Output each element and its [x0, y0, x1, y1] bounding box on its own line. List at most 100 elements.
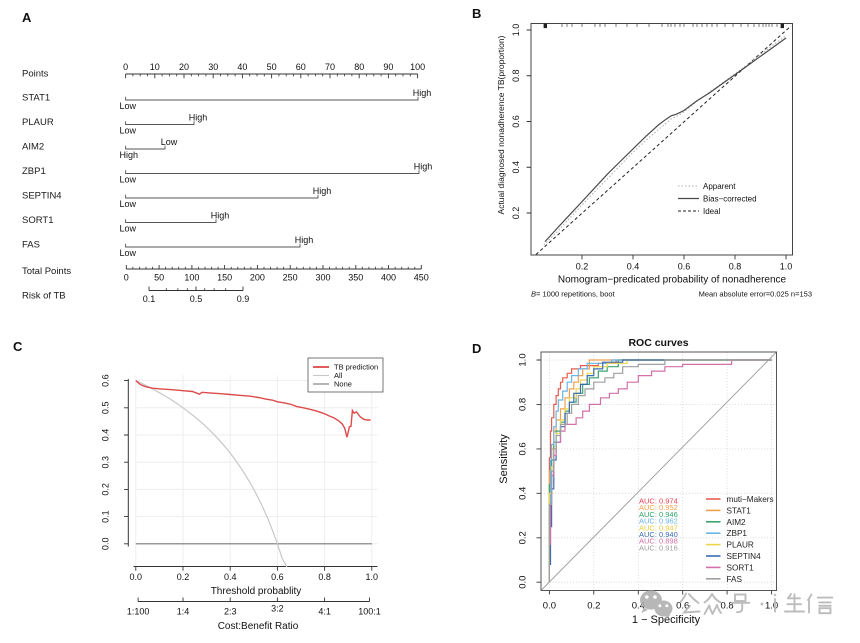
svg-text:80: 80 — [354, 62, 364, 72]
svg-text:60: 60 — [296, 62, 306, 72]
svg-text:High: High — [313, 186, 332, 196]
svg-text:STAT1: STAT1 — [727, 506, 752, 515]
svg-text:AUC: 0.974: AUC: 0.974 — [639, 497, 678, 506]
svg-text:AUC: 0.962: AUC: 0.962 — [639, 517, 678, 526]
svg-text:40: 40 — [237, 62, 247, 72]
svg-text:Risk of TB: Risk of TB — [22, 291, 66, 302]
svg-text:AUC: 0.952: AUC: 0.952 — [639, 503, 678, 512]
svg-text:0.6: 0.6 — [676, 601, 689, 612]
svg-text:B: B — [472, 6, 481, 21]
svg-text:0.6: 0.6 — [511, 115, 521, 128]
svg-text:400: 400 — [381, 273, 396, 283]
svg-text:250: 250 — [283, 273, 298, 283]
svg-text:2:3: 2:3 — [224, 607, 237, 617]
svg-text:1:4: 1:4 — [177, 607, 190, 617]
svg-text:0.8: 0.8 — [729, 262, 742, 272]
svg-text:Mean absolute error=0.025 n=15: Mean absolute error=0.025 n=153 — [699, 290, 812, 299]
svg-text:D: D — [472, 341, 481, 356]
svg-text:200: 200 — [250, 273, 265, 283]
svg-text:0.0: 0.0 — [130, 572, 143, 582]
svg-text:0.4: 0.4 — [224, 572, 237, 582]
svg-text:450: 450 — [414, 273, 429, 283]
svg-text:PLAUR: PLAUR — [727, 541, 754, 550]
svg-text:High: High — [414, 162, 433, 172]
svg-text:High: High — [295, 235, 314, 245]
svg-text:ZBP1: ZBP1 — [22, 166, 46, 177]
svg-text:STAT1: STAT1 — [22, 93, 50, 104]
svg-text:0.2: 0.2 — [101, 483, 111, 496]
svg-text:Low: Low — [120, 199, 137, 209]
svg-text:0.4: 0.4 — [511, 161, 521, 174]
svg-text:Total Points: Total Points — [22, 266, 71, 277]
svg-text:Sensitivity: Sensitivity — [498, 434, 510, 484]
svg-text:10: 10 — [150, 62, 160, 72]
svg-text:Apparent: Apparent — [703, 182, 736, 191]
svg-text:Low: Low — [120, 248, 137, 258]
svg-text:0.8: 0.8 — [720, 601, 733, 612]
svg-text:AIM2: AIM2 — [727, 518, 747, 527]
svg-text:30: 30 — [208, 62, 218, 72]
svg-text:0.0: 0.0 — [518, 576, 529, 589]
svg-text:0.6: 0.6 — [678, 262, 691, 272]
svg-text:0.1: 0.1 — [143, 294, 156, 304]
svg-text:AUC: 0.916: AUC: 0.916 — [639, 543, 678, 552]
svg-text:0: 0 — [124, 273, 129, 283]
svg-text:0.6: 0.6 — [101, 374, 111, 387]
svg-text:SEPTIN4: SEPTIN4 — [727, 552, 762, 561]
svg-text:AUC: 0.946: AUC: 0.946 — [639, 510, 678, 519]
svg-text:High: High — [189, 113, 208, 123]
svg-text:3:2: 3:2 — [271, 604, 284, 614]
svg-text:0.8: 0.8 — [511, 69, 521, 82]
svg-text:0.4: 0.4 — [101, 429, 111, 442]
svg-text:0.9: 0.9 — [237, 294, 250, 304]
svg-text:SORT1: SORT1 — [22, 215, 54, 226]
svg-text:150: 150 — [217, 273, 232, 283]
svg-text:1.0: 1.0 — [765, 601, 778, 612]
svg-text:High: High — [413, 88, 432, 98]
svg-text:None: None — [334, 380, 352, 389]
svg-text:1.0: 1.0 — [780, 262, 793, 272]
svg-text:0.3: 0.3 — [101, 456, 111, 469]
svg-text:High: High — [120, 150, 139, 160]
svg-text:100:1: 100:1 — [358, 607, 381, 617]
svg-text:Bias−corrected: Bias−corrected — [703, 194, 757, 203]
svg-text:Actual diagnosed nonadherence: Actual diagnosed nonadherence TB(proport… — [496, 35, 506, 214]
svg-text:PLAUR: PLAUR — [22, 117, 54, 128]
svg-text:All: All — [334, 371, 343, 380]
svg-text:0.8: 0.8 — [518, 398, 529, 411]
svg-text:0.4: 0.4 — [627, 262, 640, 272]
svg-text:ROC curves: ROC curves — [628, 337, 688, 349]
svg-text:1:100: 1:100 — [127, 607, 150, 617]
svg-text:SEPTIN4: SEPTIN4 — [22, 191, 62, 202]
svg-text:1 − Specificity: 1 − Specificity — [632, 614, 701, 626]
svg-text:4:1: 4:1 — [318, 607, 331, 617]
svg-text:0.1: 0.1 — [101, 510, 111, 523]
svg-text:50: 50 — [267, 62, 277, 72]
svg-text:0.2: 0.2 — [177, 572, 190, 582]
svg-text:0: 0 — [123, 62, 128, 72]
svg-text:AUC: 0.898: AUC: 0.898 — [639, 537, 678, 546]
svg-text:Low: Low — [120, 224, 137, 234]
svg-text:FAS: FAS — [727, 575, 743, 584]
svg-text:0.8: 0.8 — [318, 572, 331, 582]
svg-text:1.0: 1.0 — [366, 572, 379, 582]
svg-text:0.6: 0.6 — [518, 442, 529, 455]
svg-text:AIM2: AIM2 — [22, 142, 44, 153]
svg-text:0.5: 0.5 — [190, 294, 203, 304]
svg-text:90: 90 — [383, 62, 393, 72]
svg-text:70: 70 — [325, 62, 335, 72]
svg-text:Low: Low — [161, 137, 178, 147]
svg-text:High: High — [211, 211, 230, 221]
svg-text:0.0: 0.0 — [101, 538, 111, 551]
svg-text:Threshold probablity: Threshold probablity — [211, 586, 302, 597]
svg-text:Ideal: Ideal — [703, 207, 721, 216]
svg-text:SORT1: SORT1 — [727, 563, 755, 572]
svg-text:B= 1000 repetitions, boot: B= 1000 repetitions, boot — [531, 290, 616, 299]
svg-text:0.2: 0.2 — [518, 531, 529, 544]
svg-text:AUC: 0.940: AUC: 0.940 — [639, 530, 678, 539]
svg-text:1.0: 1.0 — [518, 353, 529, 366]
svg-text:0.2: 0.2 — [587, 601, 600, 612]
svg-text:ZBP1: ZBP1 — [727, 529, 748, 538]
svg-text:FAS: FAS — [22, 240, 40, 251]
svg-text:100: 100 — [184, 273, 199, 283]
